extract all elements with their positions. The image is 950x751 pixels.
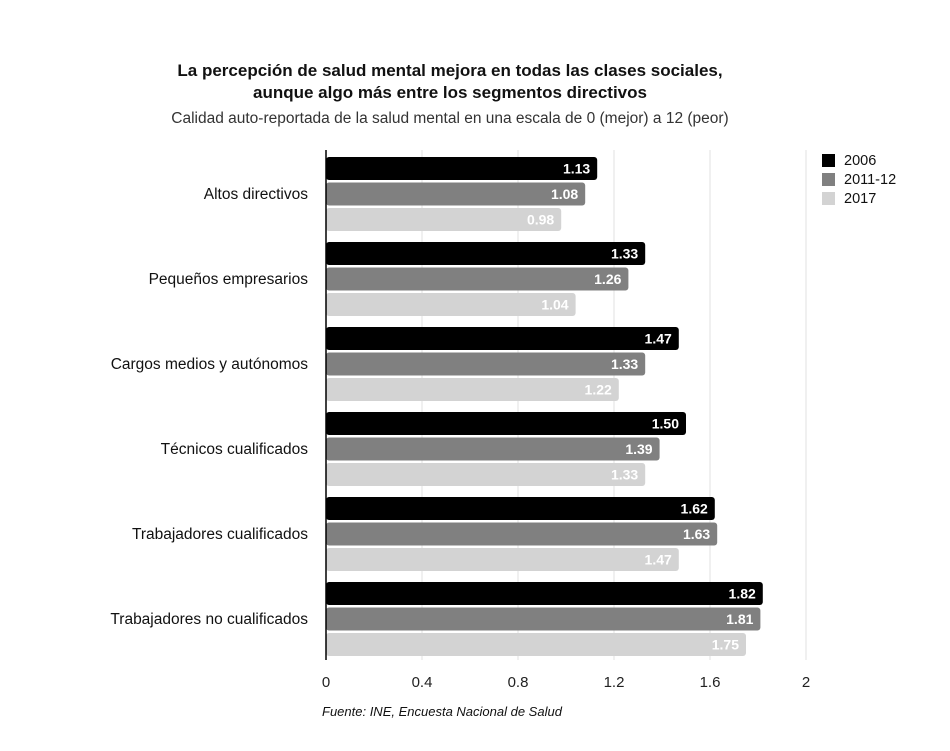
bar <box>326 607 761 631</box>
category-label: Altos directivos <box>204 186 308 203</box>
chart-subtitle: Calidad auto-reportada de la salud menta… <box>171 110 729 127</box>
bar <box>326 497 715 520</box>
category-label: Pequeños empresarios <box>149 271 309 288</box>
chart-title-line-1: La percepción de salud mental mejora en … <box>177 61 723 80</box>
x-tick-label: 0.8 <box>508 674 529 691</box>
legend: 2006 2011-12 2017 <box>822 151 896 208</box>
bar-value-label: 1.33 <box>611 467 638 483</box>
category-label: Técnicos cualificados <box>161 441 309 458</box>
chart-title-line-2: aunque algo más entre los segmentos dire… <box>253 83 647 102</box>
x-tick-label: 1.2 <box>604 674 625 691</box>
legend-item: 2011-12 <box>822 170 896 189</box>
bar-value-label: 1.47 <box>645 331 672 347</box>
bar-value-label: 1.22 <box>585 382 612 398</box>
category-label: Cargos medios y autónomos <box>111 356 309 373</box>
source-note: Fuente: INE, Encuesta Nacional de Salud <box>322 704 562 719</box>
legend-item: 2006 <box>822 151 896 170</box>
legend-label: 2006 <box>844 152 877 169</box>
bar <box>326 157 598 180</box>
bar-value-label: 1.81 <box>726 611 753 627</box>
bar <box>326 437 660 461</box>
category-label: Trabajadores no cualificados <box>110 611 308 628</box>
bar-value-label: 1.50 <box>652 416 679 432</box>
bar <box>326 267 629 291</box>
bar <box>326 522 718 546</box>
bar-value-label: 1.33 <box>611 356 638 372</box>
legend-swatch <box>822 192 835 205</box>
legend-label: 2017 <box>844 190 877 207</box>
bar <box>326 582 763 605</box>
bar <box>326 633 746 656</box>
bar <box>326 327 679 350</box>
x-tick-label: 0 <box>322 674 330 691</box>
x-tick-label: 2 <box>802 674 810 691</box>
bar <box>326 208 562 231</box>
bar <box>326 463 646 486</box>
bar-value-label: 1.33 <box>611 246 638 262</box>
bar-value-label: 1.39 <box>625 441 652 457</box>
bar-value-label: 1.82 <box>729 586 756 602</box>
bar <box>326 378 619 401</box>
legend-item: 2017 <box>822 189 896 208</box>
legend-label: 2011-12 <box>844 171 897 188</box>
bar-value-label: 1.04 <box>541 297 568 313</box>
bar <box>326 352 646 376</box>
bar-value-label: 0.98 <box>527 212 554 228</box>
bar <box>326 293 576 316</box>
bar <box>326 242 646 265</box>
bar-value-label: 1.13 <box>563 161 590 177</box>
bar <box>326 182 586 206</box>
x-tick-label: 1.6 <box>700 674 721 691</box>
legend-swatch <box>822 173 835 186</box>
bar-value-label: 1.75 <box>712 637 739 653</box>
category-label: Trabajadores cualificados <box>132 526 308 543</box>
x-tick-label: 0.4 <box>412 674 433 691</box>
bar-value-label: 1.62 <box>681 501 708 517</box>
legend-swatch <box>822 154 835 167</box>
bar-value-label: 1.26 <box>594 271 621 287</box>
bar-value-label: 1.63 <box>683 526 710 542</box>
bar-value-label: 1.47 <box>645 552 672 568</box>
bar <box>326 548 679 571</box>
bar <box>326 412 686 435</box>
bar-value-label: 1.08 <box>551 186 578 202</box>
